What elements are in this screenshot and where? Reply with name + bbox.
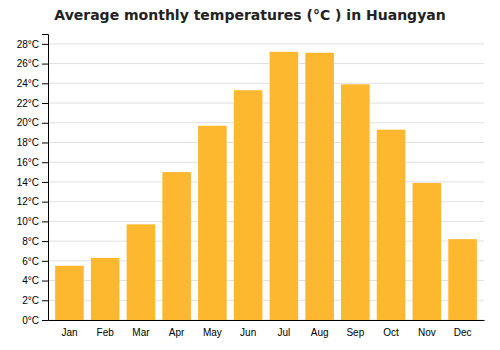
y-tick: 10°C (17, 216, 48, 227)
x-tick-label: Jun (240, 327, 256, 338)
y-tick-label: 20°C (17, 117, 39, 128)
y-tick-label: 14°C (17, 177, 39, 188)
y-tick: 0°C (22, 315, 48, 326)
bar (198, 126, 227, 320)
y-tick-mark (42, 182, 48, 183)
x-tick: Jan (61, 327, 77, 338)
y-tick: 2°C (22, 295, 48, 306)
y-tick-mark (42, 320, 48, 321)
grid-line (48, 162, 484, 163)
y-tick-label: 24°C (17, 78, 39, 89)
x-tick: Aug (311, 327, 329, 338)
bar (234, 90, 263, 320)
x-tick-label: Jul (277, 327, 290, 338)
y-tick-mark (42, 44, 48, 45)
bar (162, 172, 191, 320)
x-tick: Mar (132, 327, 150, 338)
grid (48, 44, 484, 320)
bar (341, 84, 370, 320)
x-tick-label: May (203, 327, 222, 338)
grid-line (48, 43, 484, 44)
bars (55, 52, 477, 320)
grid-line (48, 103, 484, 104)
x-tick: Apr (169, 327, 185, 338)
bar (55, 266, 84, 320)
grid-line (48, 181, 484, 182)
y-axis-line (42, 35, 49, 321)
y-tick-label: 2°C (22, 295, 39, 306)
bar (127, 224, 156, 320)
y-tick: 20°C (17, 117, 48, 128)
y-tick-mark (42, 202, 48, 203)
y-tick: 4°C (22, 275, 48, 286)
x-tick-label: Nov (418, 327, 436, 338)
y-axis: 0°C 2°C 4°C 6°C 8°C 10°C 12°C 14°C 16°C 18°C 20°C 2… (17, 35, 49, 326)
x-tick-label: Dec (454, 327, 472, 338)
x-tick: Dec (454, 327, 472, 338)
x-tick: Nov (418, 327, 436, 338)
grid-line (48, 63, 484, 64)
y-tick: 28°C (17, 39, 48, 50)
y-tick-mark (42, 83, 48, 84)
y-tick-mark (42, 64, 48, 65)
y-tick-mark (42, 103, 48, 104)
y-tick: 16°C (17, 157, 48, 168)
x-tick-label: Sep (346, 327, 364, 338)
title: Average monthly temperatures (°C ) in Hu… (54, 7, 445, 23)
x-tick: Feb (97, 327, 115, 338)
y-tick-label: 28°C (17, 39, 39, 50)
y-tick: 22°C (17, 98, 48, 109)
y-tick-label: 8°C (22, 236, 39, 247)
x-tick: Jun (240, 327, 256, 338)
x-tick-label: Apr (169, 327, 185, 338)
bar (305, 53, 334, 320)
bar (413, 183, 442, 320)
y-tick-mark (42, 261, 48, 262)
y-tick: 24°C (17, 78, 48, 89)
bar (448, 239, 477, 320)
grid-line (48, 142, 484, 143)
y-tick-mark (42, 142, 48, 143)
plot: 0°C 2°C 4°C 6°C 8°C 10°C 12°C 14°C 16°C 18°C 20°C 2… (17, 35, 485, 339)
y-tick-label: 4°C (22, 275, 39, 286)
y-tick-label: 22°C (17, 98, 39, 109)
chart: Average monthly temperatures (°C ) in Hu… (0, 0, 500, 350)
bar (91, 258, 120, 320)
y-tick-mark (42, 123, 48, 124)
y-tick: 14°C (17, 177, 48, 188)
y-tick-mark (42, 162, 48, 163)
grid-line (48, 83, 484, 84)
bar (377, 130, 406, 320)
y-tick: 6°C (22, 256, 48, 267)
y-tick-label: 10°C (17, 216, 39, 227)
y-tick-mark (42, 241, 48, 242)
grid-line (48, 122, 484, 123)
y-tick-label: 16°C (17, 157, 39, 168)
y-tick: 8°C (22, 236, 48, 247)
x-tick-label: Feb (97, 327, 115, 338)
x-tick: May (203, 327, 222, 338)
y-tick: 12°C (17, 196, 48, 207)
x-tick-label: Aug (311, 327, 329, 338)
y-tick-label: 6°C (22, 256, 39, 267)
x-axis: Jan Feb Mar Apr May Jun Jul Aug Sep Oct Nov Dec (49, 321, 485, 339)
x-tick-label: Oct (383, 327, 399, 338)
y-tick-label: 26°C (17, 58, 39, 69)
y-tick: 18°C (17, 137, 48, 148)
y-tick-mark (42, 300, 48, 301)
y-tick-mark (42, 221, 48, 222)
x-tick-label: Jan (61, 327, 77, 338)
y-tick-mark (42, 281, 48, 282)
x-axis-line (49, 320, 485, 321)
x-tick-label: Mar (132, 327, 150, 338)
y-tick-label: 18°C (17, 137, 39, 148)
x-tick: Sep (346, 327, 364, 338)
y-tick-label: 0°C (22, 315, 39, 326)
y-tick: 26°C (17, 58, 48, 69)
y-tick-label: 12°C (17, 196, 39, 207)
x-tick: Oct (383, 327, 399, 338)
bar (270, 52, 299, 320)
x-tick: Jul (277, 327, 290, 338)
